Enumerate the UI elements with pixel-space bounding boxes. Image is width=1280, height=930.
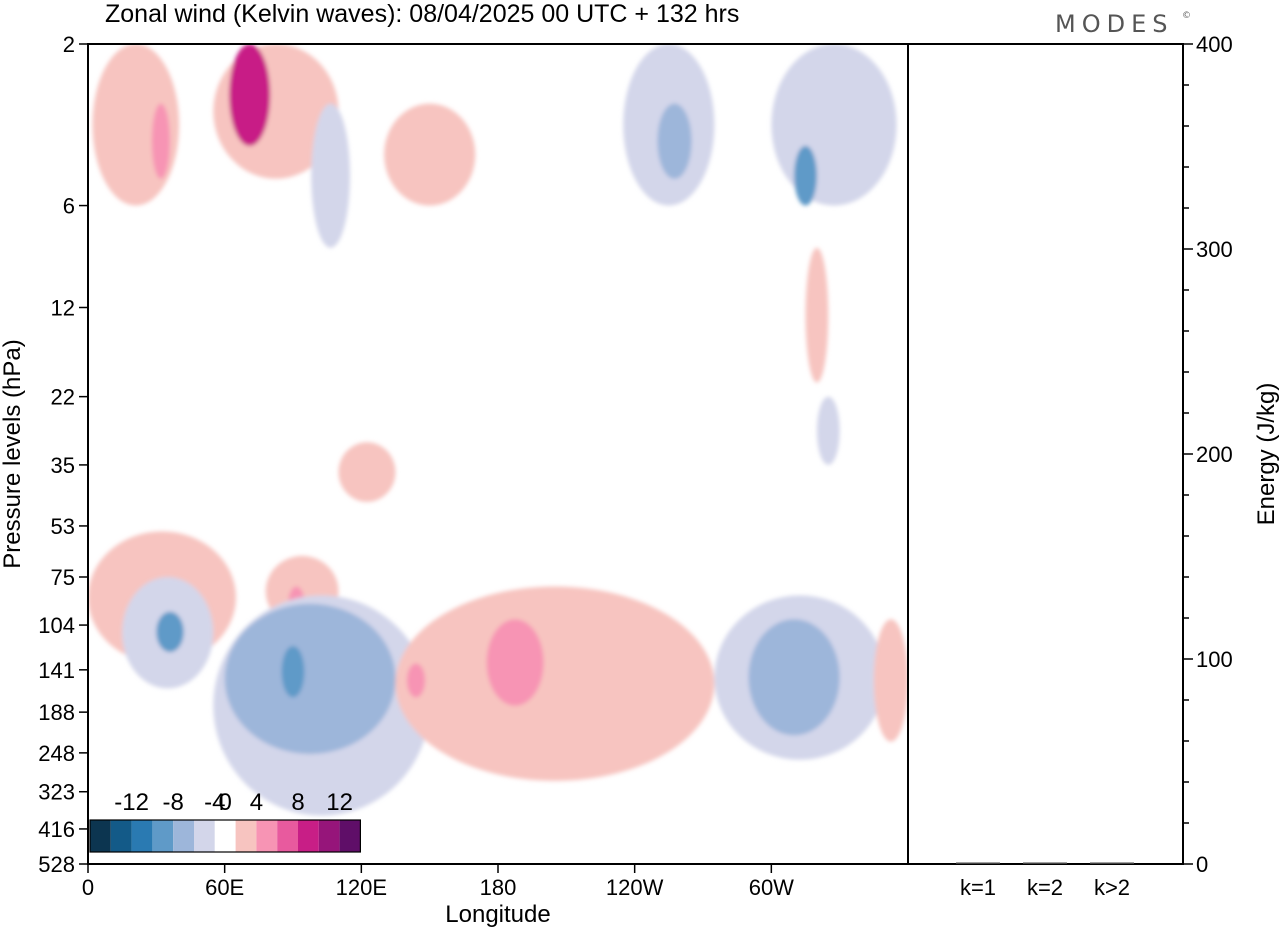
energy-tick-label: 0 — [1196, 852, 1208, 877]
positive-wind-anomaly — [406, 663, 426, 698]
negative-wind-anomaly — [156, 611, 184, 653]
y-axis-label: Pressure levels (hPa) — [0, 339, 26, 568]
copyright-mark: © — [1182, 11, 1191, 21]
positive-wind-anomaly — [151, 103, 170, 179]
y-tick-label: 35 — [51, 453, 75, 478]
negative-wind-anomaly — [816, 396, 840, 465]
negative-wind-anomaly — [794, 145, 817, 206]
x-axis-label: Longitude — [445, 901, 550, 928]
x-tick-label: 120E — [336, 875, 387, 900]
colorbar-label: -8 — [163, 789, 184, 816]
energy-tick-label: 400 — [1196, 32, 1233, 57]
pressure-axis: 2 6 12 22 35 53 75 104 141 188 248 323 416 528 — [38, 32, 88, 877]
y-tick-label: 141 — [38, 658, 75, 683]
negative-wind-anomaly — [311, 103, 350, 248]
colorbar-label: 4 — [250, 789, 263, 816]
y-tick-label: 104 — [38, 613, 75, 638]
chart-title: Zonal wind (Kelvin waves): 08/04/2025 00… — [105, 0, 739, 28]
colorbar-swatch — [194, 820, 215, 852]
energy-tick-label: 100 — [1196, 647, 1233, 672]
colorbar-label: -12 — [114, 789, 149, 816]
colorbar-swatch — [173, 820, 194, 852]
x-tick-label: 120W — [606, 875, 664, 900]
x-tick-label: 0 — [82, 875, 94, 900]
colorbar-legend: -12 -8 -40 4 8 12 — [89, 789, 361, 853]
x-tick-label: 60E — [205, 875, 244, 900]
energy-bar — [1090, 862, 1134, 864]
energy-axis-label: Energy (J/kg) — [1253, 383, 1280, 526]
colorbar-swatch — [214, 820, 236, 852]
colorbar-swatch — [277, 820, 298, 852]
y-tick-label: 2 — [63, 32, 75, 57]
colorbar-swatch — [152, 820, 174, 852]
y-tick-label: 6 — [63, 194, 75, 219]
modes-logo: MODES — [1055, 10, 1173, 38]
y-tick-label: 75 — [51, 565, 75, 590]
energy-category-label: k=1 — [960, 875, 996, 900]
colorbar-swatch — [110, 820, 132, 852]
colorbar-frame — [89, 819, 361, 853]
negative-wind-anomaly — [281, 646, 305, 698]
energy-category-label: k=2 — [1027, 875, 1063, 900]
positive-wind-anomaly — [395, 586, 715, 781]
negative-wind-anomaly — [771, 44, 897, 206]
y-tick-label: 323 — [38, 780, 75, 805]
colorbar-label: -4 — [204, 789, 225, 816]
positive-wind-anomaly — [229, 44, 271, 146]
colorbar-swatch — [318, 820, 340, 852]
colorbar-swatch — [131, 820, 153, 852]
colorbar-swatch — [90, 820, 111, 852]
colorbar-swatch — [339, 820, 361, 852]
energy-bar — [1023, 862, 1067, 864]
negative-wind-anomaly — [657, 103, 692, 179]
positive-wind-anomaly — [384, 103, 476, 206]
energy-bar-panel: k=1 k=2 k>2 — [907, 43, 1184, 900]
x-tick-label: 60W — [749, 875, 794, 900]
energy-tick-label: 200 — [1196, 442, 1233, 467]
y-tick-label: 53 — [51, 514, 75, 539]
colorbar-label: 0 — [219, 789, 232, 816]
energy-category-label: k>2 — [1094, 875, 1130, 900]
positive-wind-anomaly — [873, 619, 908, 742]
energy-tick-label: 300 — [1196, 237, 1233, 262]
y-tick-label: 416 — [38, 817, 75, 842]
positive-wind-anomaly — [486, 619, 544, 706]
longitude-pressure-heatmap — [87, 43, 909, 865]
colorbar-swatch — [256, 820, 278, 852]
colorbar-label: 8 — [291, 789, 304, 816]
y-tick-label: 248 — [38, 741, 75, 766]
energy-axis: 0 100 200 300 400 — [1183, 32, 1233, 877]
y-tick-label: 22 — [51, 385, 75, 410]
positive-wind-anomaly — [338, 442, 396, 502]
energy-panel-frame — [907, 43, 1184, 865]
y-tick-label: 188 — [38, 700, 75, 725]
longitude-axis: 0 60E 120E 180 120W 60W — [82, 864, 794, 900]
negative-wind-anomaly — [748, 619, 840, 736]
colorbar-swatch — [235, 820, 257, 852]
negative-wind-anomaly — [224, 603, 396, 755]
colorbar-swatch — [298, 820, 319, 852]
colorbar-label: 12 — [326, 789, 353, 816]
x-tick-label: 180 — [480, 875, 517, 900]
positive-wind-anomaly — [805, 247, 829, 383]
energy-bar — [956, 862, 1000, 864]
y-tick-label: 528 — [38, 852, 75, 877]
y-tick-label: 12 — [51, 295, 75, 320]
